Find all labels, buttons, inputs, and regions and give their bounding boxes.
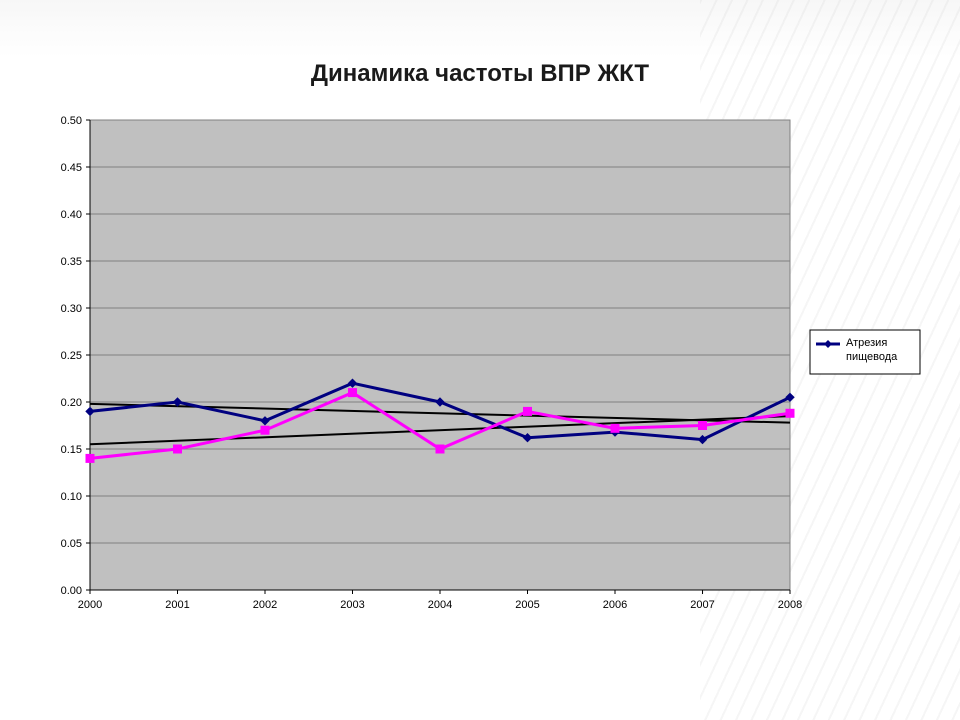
series-marker: [436, 445, 444, 453]
y-tick-label: 0.50: [61, 115, 82, 127]
series-marker: [611, 424, 619, 432]
chart-title: Динамика частоты ВПР ЖКТ: [0, 60, 960, 88]
y-tick-label: 0.40: [61, 209, 82, 221]
x-tick-label: 2000: [78, 599, 102, 611]
legend-label: Атрезия: [846, 337, 887, 349]
y-tick-label: 0.45: [61, 162, 82, 174]
slide: { "title": "Динамика частоты ВПР ЖКТ", "…: [0, 0, 960, 720]
y-tick-label: 0.25: [61, 350, 82, 362]
x-tick-label: 2007: [690, 599, 714, 611]
series-marker: [699, 422, 707, 430]
x-tick-label: 2006: [603, 599, 627, 611]
y-tick-label: 0.10: [61, 491, 82, 503]
series-marker: [524, 407, 532, 415]
y-tick-label: 0.35: [61, 256, 82, 268]
x-tick-label: 2003: [340, 599, 364, 611]
chart-container: 0.00 0.05 0.10 0.15 0.20 0.25 0.30 0.35 0.40 0.45…: [30, 110, 930, 640]
y-tick-label: 0.30: [61, 303, 82, 315]
y-tick-label: 0.05: [61, 538, 82, 550]
series-marker: [174, 445, 182, 453]
series-marker: [349, 389, 357, 397]
legend: Атрезия пищевода: [810, 330, 920, 374]
line-chart: 0.00 0.05 0.10 0.15 0.20 0.25 0.30 0.35 0.40 0.45…: [30, 110, 930, 640]
x-tick-label: 2004: [428, 599, 452, 611]
y-tick-label: 0.20: [61, 397, 82, 409]
legend-label: пищевода: [846, 351, 898, 363]
series-marker: [86, 454, 94, 462]
series-marker: [261, 426, 269, 434]
x-tick-label: 2002: [253, 599, 277, 611]
x-tick-label: 2008: [778, 599, 802, 611]
series-marker: [786, 409, 794, 417]
y-tick-label: 0.00: [61, 585, 82, 597]
y-tick-label: 0.15: [61, 444, 82, 456]
x-tick-label: 2001: [165, 599, 189, 611]
x-tick-label: 2005: [515, 599, 539, 611]
